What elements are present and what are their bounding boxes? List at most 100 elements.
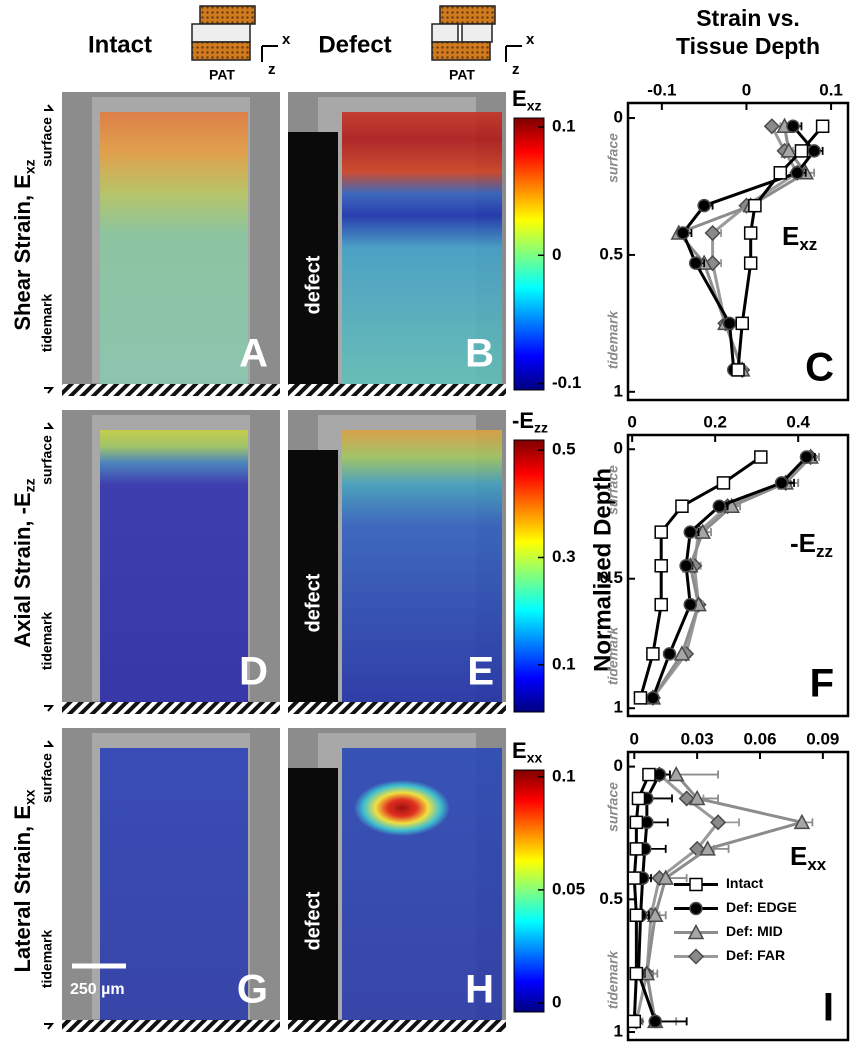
- marker: [774, 476, 789, 490]
- marker: [748, 198, 762, 213]
- arrow: [44, 422, 55, 712]
- tidemark-label: tidemark: [39, 612, 55, 671]
- marker: [699, 840, 716, 856]
- marker: [790, 166, 804, 180]
- marker: [675, 499, 689, 513]
- marker: [627, 871, 642, 885]
- y-tick-label: 1: [614, 381, 623, 400]
- strain-overlay: [100, 430, 248, 702]
- marker: [629, 966, 644, 981]
- y-tick-label: 0.5: [599, 568, 623, 587]
- column-title: Intact: [88, 31, 152, 58]
- surface-label: surface: [39, 117, 55, 167]
- surface-label: surface: [605, 465, 621, 515]
- row-label: Lateral Strain, Exx: [10, 789, 37, 972]
- marker: [807, 144, 821, 158]
- plot-label: -Ezz: [790, 528, 833, 561]
- y-tick-label: 0: [614, 439, 623, 458]
- panel-letter: B: [465, 332, 494, 376]
- marker: [710, 814, 727, 831]
- panel-letter: I: [823, 986, 834, 1030]
- marker: [673, 645, 691, 661]
- marker: [627, 1014, 642, 1029]
- marker: [633, 691, 648, 705]
- strain-overlay: [100, 748, 248, 1020]
- depth-axis-label: Normalized Depth: [589, 468, 616, 672]
- marker: [786, 119, 800, 134]
- series-line: [639, 455, 762, 699]
- colorbar-title-main: -E: [512, 408, 534, 433]
- colorbar-title-sub: zz: [534, 419, 548, 435]
- legend-label: Def: EDGE: [726, 899, 797, 915]
- plot-label: Exx: [790, 841, 827, 874]
- legend-label: Def: FAR: [726, 947, 785, 963]
- arrow: [44, 104, 55, 394]
- defect-label: defect: [302, 573, 324, 632]
- marker: [662, 647, 677, 661]
- panel-letter: D: [239, 650, 268, 694]
- hatch: [62, 702, 280, 714]
- pat-icon: [431, 5, 496, 61]
- arrow: [44, 740, 55, 1030]
- colorbar-tick-label: 0.1: [552, 654, 576, 673]
- row-label-main: Lateral Strain, E: [10, 805, 35, 973]
- colorbar-tick-label: 0.1: [552, 116, 576, 135]
- defect-region: [288, 768, 338, 1020]
- surface-label: surface: [605, 782, 621, 832]
- colorbar-title: Exx: [512, 738, 542, 765]
- x-tick-label: 0.06: [743, 729, 776, 748]
- axis-x-label: x: [526, 31, 535, 48]
- plot-label: Exz: [782, 221, 817, 254]
- colorbar-title-sub: xx: [527, 749, 543, 765]
- marker: [642, 767, 656, 782]
- axis-icon: [505, 45, 522, 62]
- y-tick-label: 0: [614, 756, 623, 775]
- legend-label: Def: MID: [726, 923, 783, 939]
- strain-hotspot: [354, 780, 450, 836]
- x-tick-label: 0: [627, 412, 636, 431]
- defect-label: defect: [302, 891, 324, 950]
- marker: [743, 226, 758, 240]
- plot-label-main: -E: [790, 528, 816, 558]
- series-line: [651, 455, 808, 699]
- y-tick-label: 1: [614, 1022, 623, 1041]
- marker: [646, 906, 664, 922]
- y-tick-label: 0.5: [599, 889, 623, 908]
- axis-x-label: x: [282, 31, 291, 48]
- marker: [712, 499, 727, 513]
- marker: [629, 842, 644, 856]
- marker: [646, 691, 660, 705]
- plot-label-main: E: [782, 221, 799, 251]
- marker: [679, 559, 693, 573]
- plot-label-sub: xz: [799, 235, 817, 254]
- pat-label: PAT: [209, 67, 235, 83]
- marker: [743, 256, 758, 270]
- defect-region: [288, 132, 338, 384]
- hatch: [288, 384, 506, 396]
- tidemark-label: tidemark: [39, 930, 55, 989]
- marker: [629, 908, 644, 922]
- surface-label: surface: [39, 753, 55, 803]
- column-title: Defect: [318, 31, 391, 58]
- marker: [648, 1014, 662, 1029]
- legend-label: Intact: [726, 875, 764, 891]
- colorbar-title-sub: xz: [527, 97, 542, 113]
- panel-letter: F: [810, 662, 834, 706]
- axis-z-label: z: [268, 61, 276, 78]
- marker: [683, 597, 698, 612]
- axis-z-label: z: [512, 61, 520, 78]
- marker: [654, 559, 668, 573]
- marker: [697, 198, 711, 213]
- marker: [631, 791, 646, 806]
- marker: [704, 224, 721, 242]
- marker: [689, 901, 703, 916]
- marker: [654, 525, 668, 539]
- hatch: [62, 1020, 280, 1032]
- tidemark-label: tidemark: [605, 310, 621, 370]
- marker: [794, 144, 809, 158]
- row-label-sub: xz: [21, 159, 37, 174]
- x-tick-label: 0: [742, 80, 751, 99]
- marker: [678, 790, 695, 807]
- marker: [773, 166, 788, 180]
